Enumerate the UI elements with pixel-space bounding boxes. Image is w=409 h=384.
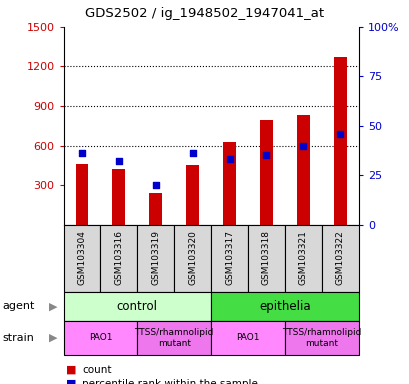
Point: [299, 142, 306, 149]
Bar: [137, 225, 174, 292]
Text: GSM103321: GSM103321: [298, 230, 307, 285]
Bar: [100, 225, 137, 292]
Bar: [211, 292, 358, 321]
Text: TTSS/rhamnolipid
mutant: TTSS/rhamnolipid mutant: [134, 328, 213, 348]
Text: ■: ■: [65, 379, 76, 384]
Text: PAO1: PAO1: [88, 333, 112, 343]
Bar: [174, 225, 211, 292]
Bar: [296, 115, 309, 225]
Bar: [222, 142, 236, 225]
Text: agent: agent: [2, 301, 34, 311]
Text: percentile rank within the sample: percentile rank within the sample: [82, 379, 257, 384]
Text: GSM103318: GSM103318: [261, 230, 270, 285]
Bar: [333, 57, 346, 225]
Bar: [284, 321, 358, 355]
Text: control: control: [117, 300, 157, 313]
Bar: [284, 225, 321, 292]
Bar: [259, 121, 272, 225]
Point: [152, 182, 159, 188]
Text: epithelia: epithelia: [258, 300, 310, 313]
Text: strain: strain: [2, 333, 34, 343]
Bar: [186, 165, 199, 225]
Text: GDS2502 / ig_1948502_1947041_at: GDS2502 / ig_1948502_1947041_at: [85, 7, 324, 20]
Text: GSM103322: GSM103322: [335, 230, 344, 285]
Bar: [149, 193, 162, 225]
Bar: [63, 292, 211, 321]
Point: [79, 151, 85, 157]
Bar: [211, 225, 247, 292]
Text: GSM103319: GSM103319: [151, 230, 160, 285]
Point: [336, 131, 343, 137]
Text: GSM103320: GSM103320: [188, 230, 197, 285]
Point: [115, 158, 122, 164]
Bar: [75, 164, 88, 225]
Text: count: count: [82, 365, 111, 375]
Text: ▶: ▶: [49, 333, 57, 343]
Text: GSM103304: GSM103304: [77, 230, 86, 285]
Bar: [63, 225, 100, 292]
Bar: [211, 321, 284, 355]
Bar: [137, 321, 211, 355]
Point: [226, 156, 232, 162]
Bar: [63, 321, 137, 355]
Bar: [247, 225, 284, 292]
Text: PAO1: PAO1: [236, 333, 259, 343]
Text: TTSS/rhamnolipid
mutant: TTSS/rhamnolipid mutant: [281, 328, 361, 348]
Point: [263, 152, 269, 159]
Point: [189, 151, 196, 157]
Text: GSM103316: GSM103316: [114, 230, 123, 285]
Bar: [321, 225, 358, 292]
Text: GSM103317: GSM103317: [225, 230, 234, 285]
Text: ▶: ▶: [49, 301, 57, 311]
Text: ■: ■: [65, 365, 76, 375]
Bar: [112, 169, 125, 225]
